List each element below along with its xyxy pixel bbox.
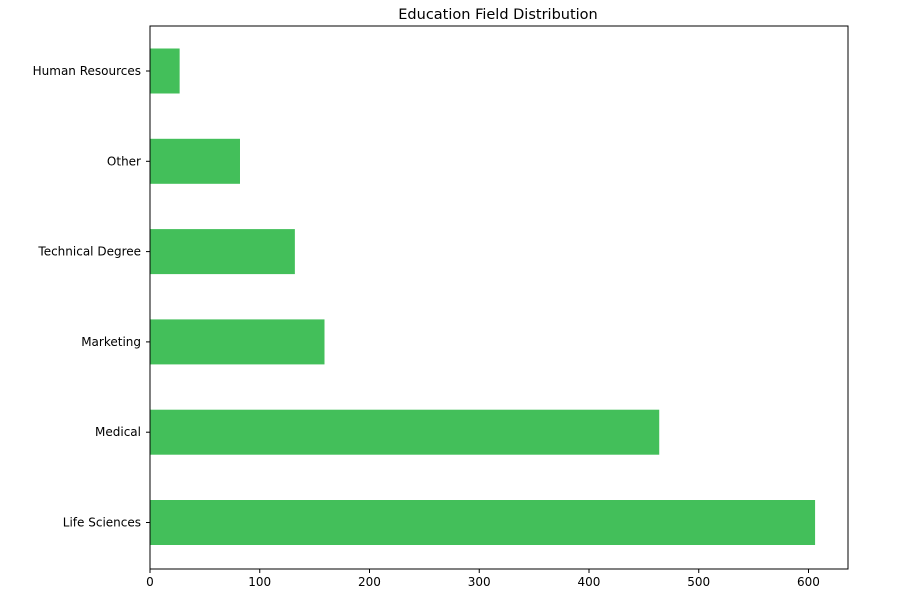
x-tick-label: 500 (687, 575, 710, 589)
bar-life-sciences (150, 500, 816, 545)
x-tick-label: 200 (358, 575, 381, 589)
y-tick-label: Life Sciences (63, 516, 141, 530)
plot-frame (149, 25, 849, 570)
bar-medical (150, 409, 660, 455)
y-tick-label: Marketing (81, 335, 141, 349)
y-tick-label: Other (107, 154, 141, 168)
y-tick-label: Human Resources (33, 64, 141, 78)
bar-technical-degree (150, 229, 295, 275)
y-tick-label: Medical (95, 425, 141, 439)
bar-marketing (150, 319, 325, 365)
chart-title: Education Field Distribution (398, 7, 597, 23)
x-axis-ticks: 0 100 200 300 400 500 600 (146, 569, 820, 589)
bar-other (150, 138, 240, 184)
x-tick-label: 300 (468, 575, 491, 589)
y-axis-ticks: Human Resources Other Technical Degree Mark… (33, 64, 150, 530)
x-tick-label: 600 (797, 575, 820, 589)
bar-human-resources (150, 48, 180, 94)
x-tick-label: 400 (578, 575, 601, 589)
bars-group (150, 48, 816, 545)
x-tick-label: 0 (146, 575, 154, 589)
y-tick-label: Technical Degree (37, 245, 141, 259)
x-tick-label: 100 (248, 575, 271, 589)
